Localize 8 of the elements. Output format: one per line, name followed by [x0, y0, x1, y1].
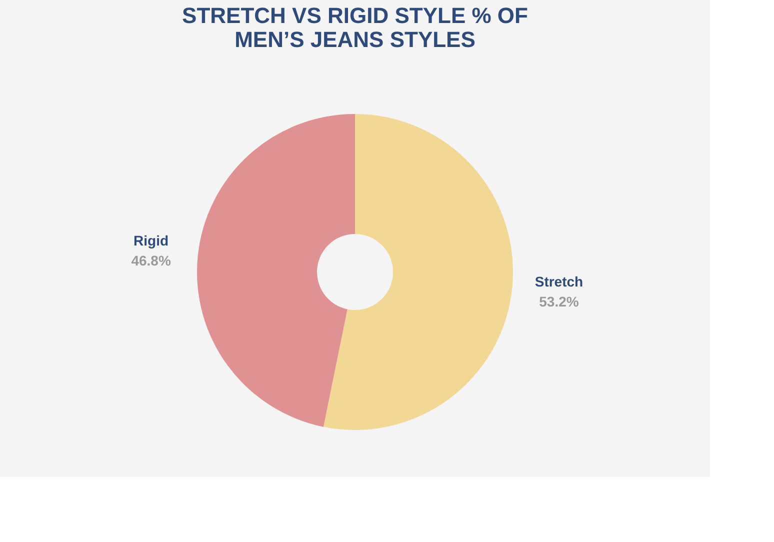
donut-slice	[197, 114, 355, 427]
text: STRETCH VS RIGID STYLE % OF	[182, 3, 528, 28]
donut-slice	[323, 114, 513, 430]
data-label: 53.2%	[539, 294, 580, 310]
slice-label: Rigid	[134, 232, 169, 248]
text: MEN’S JEANS STYLES	[234, 27, 476, 52]
data-label: 46.8%	[131, 252, 172, 268]
slice-label: Stretch	[534, 274, 584, 290]
